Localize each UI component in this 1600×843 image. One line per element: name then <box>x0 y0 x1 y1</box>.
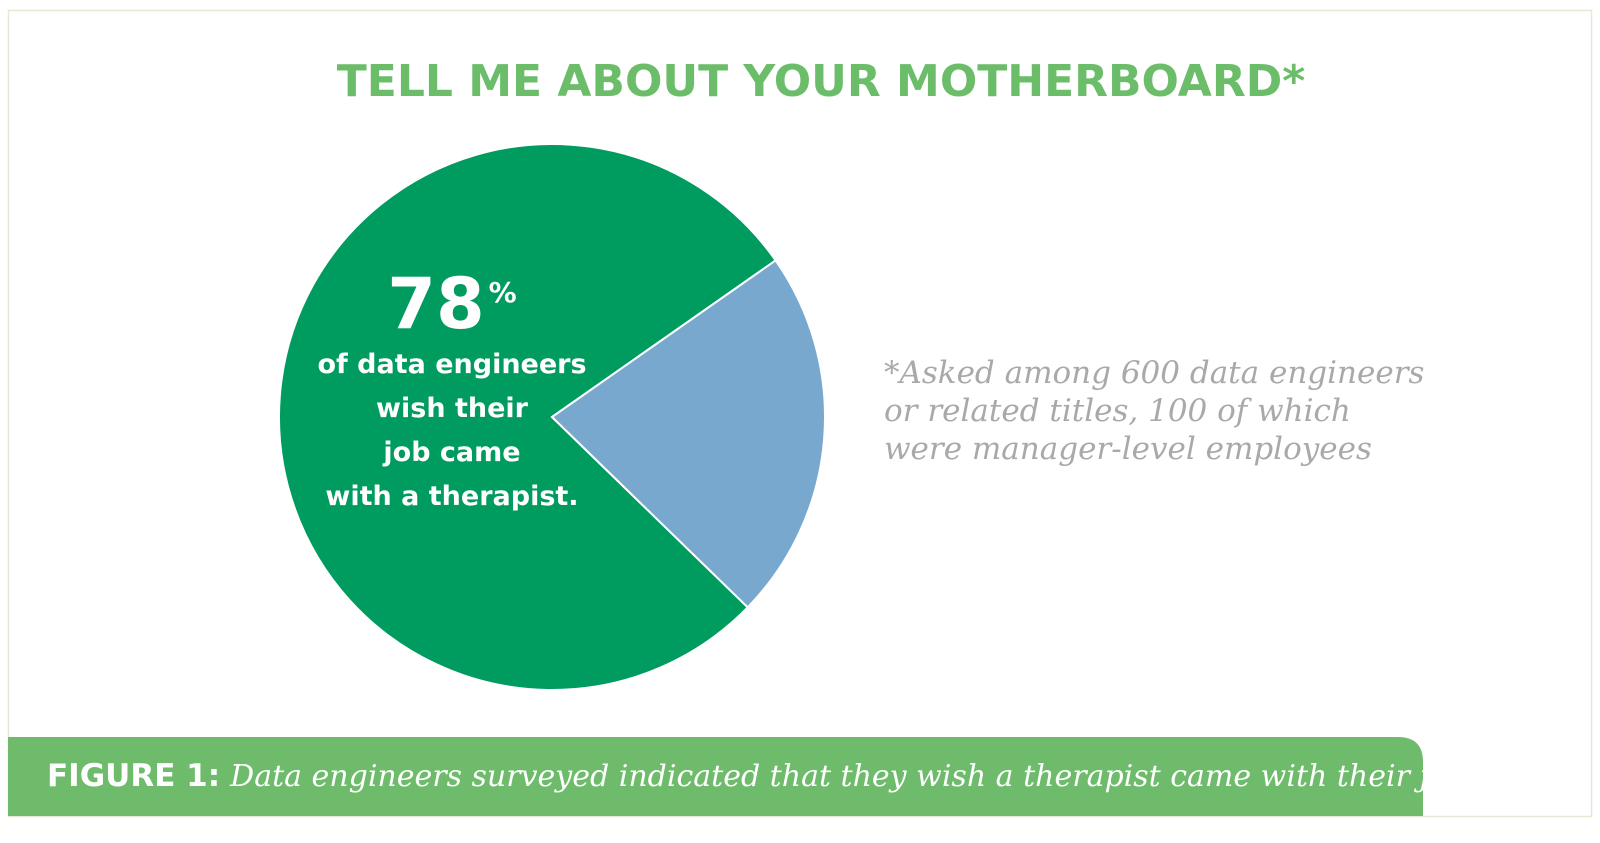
chart-title: TELL ME ABOUT YOUR MOTHERBOARD* <box>337 56 1306 107</box>
caption-bar <box>8 737 1423 816</box>
pie <box>278 143 826 692</box>
annotation-line: of data engineers <box>317 349 586 380</box>
pie-slice <box>550 259 826 609</box>
annotation-line: with a therapist. <box>325 481 578 512</box>
footnote-line: or related titles, 100 of which <box>884 393 1351 429</box>
footnote-line: were manager-level employees <box>884 431 1372 467</box>
pie-slice <box>278 143 778 692</box>
caption-label: FIGURE 1: <box>47 758 220 794</box>
caption: FIGURE 1: Data engineers surveyed indicat… <box>47 758 1476 794</box>
annotation: of data engineers wish their job came with … <box>317 349 586 512</box>
value-label: 78% <box>387 263 516 345</box>
footnote-line: *Asked among 600 data engineers <box>884 355 1424 391</box>
annotation-line: job came <box>382 437 520 468</box>
caption-text: Data engineers surveyed indicated that t… <box>229 759 1475 794</box>
annotation-line: wish their <box>376 393 529 424</box>
